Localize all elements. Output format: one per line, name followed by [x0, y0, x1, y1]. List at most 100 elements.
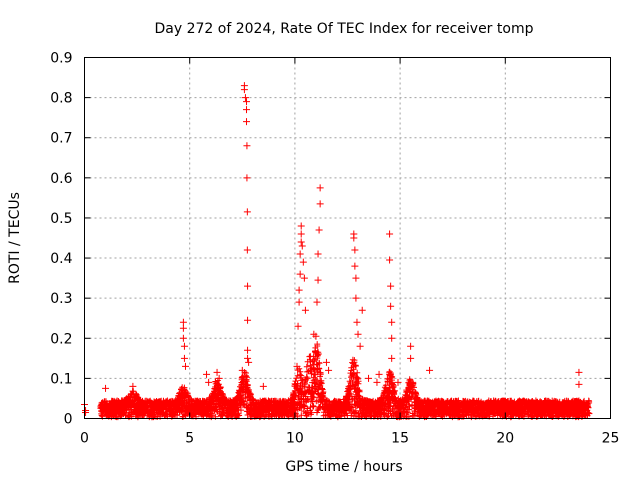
x-tick-label: 20 [496, 431, 514, 447]
data-point [296, 250, 304, 258]
data-point [244, 346, 252, 354]
background-points [97, 341, 593, 421]
data-point [297, 238, 305, 246]
data-point [358, 306, 366, 314]
data-point [575, 380, 583, 388]
y-tick-label: 0.2 [50, 331, 72, 347]
data-point [388, 318, 396, 326]
data-point [243, 208, 251, 216]
y-tick-label: 0.1 [50, 371, 72, 387]
data-point [243, 106, 251, 114]
data-point [243, 118, 251, 126]
data-point [299, 258, 307, 266]
data-point [215, 374, 223, 382]
data-point [353, 318, 361, 326]
data-point [352, 274, 360, 282]
grid-layer [84, 57, 611, 419]
y-tick-label: 0 [64, 412, 73, 428]
data-point [244, 316, 252, 324]
data-point [295, 298, 303, 306]
data-point [351, 262, 359, 270]
x-tick-label: 15 [391, 431, 409, 447]
data-point [313, 298, 321, 306]
x-tick-labels: 0 5 10 15 20 25 [80, 431, 619, 447]
x-axis-label: GPS time / hours [285, 459, 402, 475]
data-point [312, 332, 320, 340]
data-point [316, 184, 324, 192]
y-tick-label: 0.7 [50, 131, 72, 147]
data-point [316, 200, 324, 208]
data-point [205, 378, 213, 386]
ticks-layer [84, 57, 611, 419]
data-point [129, 382, 137, 390]
points-layer [81, 82, 583, 416]
data-point [245, 358, 253, 366]
data-point [238, 366, 246, 374]
data-point [386, 230, 394, 238]
data-point [297, 222, 305, 230]
data-point [179, 324, 187, 332]
y-axis-label: ROTI / TECUs [7, 192, 23, 284]
data-point [325, 366, 333, 374]
data-point [180, 342, 188, 350]
data-point [180, 354, 188, 362]
data-point [354, 330, 362, 338]
data-point [407, 354, 415, 362]
data-point [82, 408, 90, 416]
x-tick-label: 25 [602, 431, 620, 447]
data-point [356, 342, 364, 350]
data-point [244, 354, 252, 362]
data-point [179, 318, 187, 326]
data-point [386, 256, 394, 264]
data-point [373, 378, 381, 386]
data-point [243, 246, 251, 254]
data-point [203, 370, 211, 378]
data-point [314, 250, 322, 258]
data-point [259, 382, 267, 390]
x-tick-label: 5 [185, 431, 194, 447]
data-point [295, 286, 303, 294]
data-point [407, 342, 415, 350]
data-point [387, 282, 395, 290]
data-point [213, 368, 221, 376]
data-point [322, 358, 330, 366]
data-point [388, 354, 396, 362]
data-point [298, 242, 306, 250]
data-point [351, 246, 359, 254]
data-point [426, 366, 434, 374]
data-point [575, 368, 583, 376]
data-point [300, 274, 308, 282]
data-point [243, 174, 251, 182]
data-point [388, 334, 396, 342]
chart-title: Day 272 of 2024, Rate Of TEC Index for r… [155, 21, 534, 37]
data-point [409, 378, 417, 386]
y-tick-label: 0.6 [50, 171, 72, 187]
y-tick-label: 0.3 [50, 291, 72, 307]
background-band-layer [97, 341, 593, 421]
data-point [394, 378, 402, 386]
data-point [301, 306, 309, 314]
x-tick-label: 0 [80, 431, 89, 447]
x-tick-label: 10 [286, 431, 304, 447]
y-tick-labels: 0 0.1 0.2 0.3 0.4 0.5 0.6 0.7 0.8 0.9 [50, 51, 72, 428]
data-point [387, 302, 395, 310]
data-point [352, 294, 360, 302]
data-point [181, 362, 189, 370]
data-point [244, 282, 252, 290]
data-point [296, 270, 304, 278]
data-point [243, 98, 251, 106]
data-point [350, 234, 358, 242]
data-point [297, 230, 305, 238]
data-point [315, 226, 323, 234]
data-point [375, 370, 383, 378]
data-point [102, 384, 110, 392]
plot-frame [84, 57, 611, 419]
data-point [241, 94, 249, 102]
data-point [179, 334, 187, 342]
data-point [294, 322, 302, 330]
data-point [314, 276, 322, 284]
y-tick-label: 0.9 [50, 51, 72, 67]
data-point [365, 374, 373, 382]
data-point [243, 142, 251, 150]
